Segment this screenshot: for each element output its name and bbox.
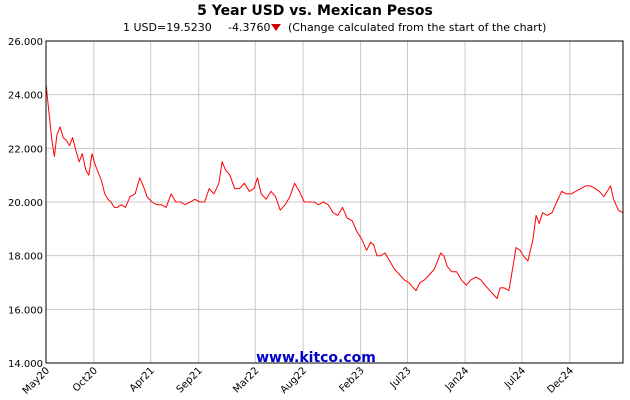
chart-title: 5 Year USD vs. Mexican Pesos xyxy=(197,3,433,19)
x-tick-label: Jan24 xyxy=(443,365,471,393)
x-tick-label: Mar22 xyxy=(231,365,261,395)
x-tick-label: Jul24 xyxy=(502,365,528,391)
y-tick-label: 22.000 xyxy=(8,144,43,155)
x-tick-label: Dec24 xyxy=(545,365,575,395)
series-layer xyxy=(45,83,624,300)
x-axis-ticks: May20 Oct20 Apr21 Sep21 Mar22 Aug22 Feb23 Jul23… xyxy=(21,365,576,396)
x-tick-label: Oct20 xyxy=(71,365,100,394)
x-tick-label: Aug22 xyxy=(279,365,310,396)
y-tick-label: 24.000 xyxy=(8,91,43,102)
x-tick-label: Feb23 xyxy=(337,365,366,394)
y-tick-label: 14.000 xyxy=(8,359,43,370)
y-tick-label: 18.000 xyxy=(8,252,43,263)
x-tick-label: Sep21 xyxy=(175,365,205,395)
x-tick-label: May20 xyxy=(21,365,52,396)
kitco-watermark: www.kitco.com xyxy=(256,350,376,366)
subtitle-change: -4.3760 xyxy=(228,21,270,34)
x-tick-label: Apr21 xyxy=(128,365,157,394)
x-tick-label: Jul23 xyxy=(388,365,414,391)
y-tick-label: 16.000 xyxy=(8,305,43,316)
y-tick-label: 26.000 xyxy=(8,37,43,48)
y-axis-ticks: 14.000 16.000 18.000 20.000 22.000 24.000 26.0… xyxy=(8,37,43,370)
y-tick-label: 20.000 xyxy=(8,198,43,209)
plot-frame xyxy=(45,40,624,364)
subtitle-note: (Change calculated from the start of the… xyxy=(288,21,546,34)
change-down-arrow-icon xyxy=(271,24,281,31)
chart-subtitle: 1 USD=19.5230 -4.3760 (Change calculated… xyxy=(123,21,546,34)
subtitle-rate: 1 USD=19.5230 xyxy=(123,21,212,34)
series-line xyxy=(45,83,624,300)
